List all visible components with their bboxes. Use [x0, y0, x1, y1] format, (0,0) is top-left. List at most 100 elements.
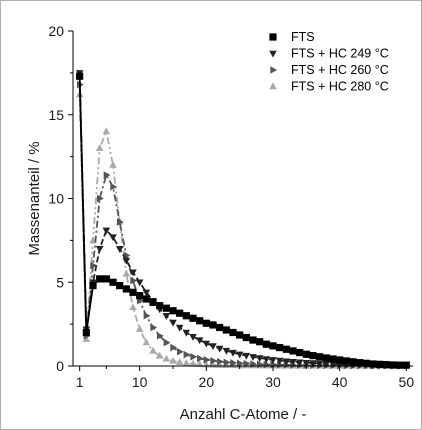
data-point	[269, 342, 277, 350]
data-point	[149, 346, 157, 354]
data-point	[156, 332, 164, 340]
data-point	[215, 345, 224, 353]
data-point	[236, 331, 244, 339]
y-tick-label: 10	[48, 191, 64, 207]
data-point	[189, 314, 197, 322]
data-point	[262, 356, 271, 364]
data-point	[230, 359, 238, 367]
series-line	[78, 84, 407, 367]
data-point	[175, 358, 184, 366]
data-point	[210, 357, 218, 365]
x-tick-label: 10	[132, 374, 148, 390]
data-point	[315, 360, 324, 368]
data-point	[329, 361, 337, 369]
data-point	[322, 360, 331, 368]
data-point	[155, 351, 164, 359]
series-3	[76, 80, 411, 370]
series-marks	[75, 70, 411, 370]
data-point	[235, 351, 244, 359]
data-point	[162, 313, 171, 320]
data-point	[203, 356, 211, 364]
series-1	[76, 72, 410, 369]
data-point	[196, 317, 204, 325]
data-point	[169, 356, 177, 364]
data-point	[135, 279, 144, 287]
x-tick-label: 50	[399, 374, 415, 390]
data-point	[115, 246, 124, 253]
data-point	[169, 307, 177, 315]
data-point	[89, 282, 97, 290]
data-point	[382, 361, 390, 369]
x-tick-label: 40	[332, 374, 348, 390]
data-point	[396, 361, 404, 369]
data-point	[282, 345, 290, 353]
y-tick-label: 5	[56, 274, 64, 290]
data-point	[96, 275, 104, 283]
data-point	[275, 357, 284, 365]
data-point	[149, 298, 157, 306]
data-point	[296, 349, 304, 357]
series-line	[78, 72, 407, 367]
data-point	[282, 358, 291, 366]
data-point	[122, 269, 131, 277]
data-point	[169, 319, 177, 327]
x-tick-label: 1	[76, 374, 84, 390]
data-point	[109, 278, 117, 286]
data-point	[222, 326, 230, 334]
x-tick-label: 30	[265, 374, 281, 390]
legend-label: FTS + HC 280 °C	[291, 80, 389, 94]
data-point	[242, 333, 250, 342]
data-point	[182, 359, 191, 367]
legend-entry: FTS + HC 260 °C	[270, 63, 389, 77]
data-point	[95, 144, 104, 151]
data-point	[156, 302, 164, 310]
data-point	[143, 311, 151, 320]
data-point	[130, 276, 138, 285]
data-point	[209, 321, 217, 329]
data-point	[82, 328, 90, 337]
data-point	[270, 360, 278, 369]
data-point	[176, 309, 184, 317]
data-point	[209, 343, 217, 351]
data-point	[142, 289, 151, 297]
data-point	[216, 357, 224, 366]
legend-entry: FTS + HC 280 °C	[269, 80, 389, 94]
data-point	[109, 160, 117, 168]
data-point	[76, 72, 84, 80]
data-point	[262, 340, 270, 348]
data-point	[82, 335, 91, 342]
data-point	[349, 358, 357, 366]
data-point	[195, 360, 204, 368]
data-point	[289, 358, 297, 366]
data-point	[175, 324, 184, 332]
data-point	[295, 359, 304, 367]
data-point	[189, 359, 197, 367]
data-point	[183, 350, 191, 359]
data-point	[190, 353, 198, 361]
data-point	[316, 353, 324, 361]
data-point	[142, 295, 150, 303]
data-point	[182, 329, 191, 337]
data-point	[229, 349, 237, 357]
data-point	[122, 285, 130, 293]
data-point	[309, 360, 317, 368]
data-point	[176, 347, 184, 356]
legend: FTS FTS + HC 249 °C FTS + HC 260 °C FTS + H…	[269, 30, 389, 94]
series-line	[78, 76, 407, 367]
data-point	[336, 356, 344, 364]
data-point	[309, 352, 317, 360]
data-point	[163, 338, 171, 347]
legend-marker	[269, 50, 277, 58]
y-tick-label: 20	[48, 23, 64, 39]
data-point	[236, 359, 244, 368]
data-point	[96, 194, 104, 203]
data-point	[189, 333, 197, 341]
data-point	[356, 359, 364, 367]
data-point	[122, 257, 131, 265]
data-point	[249, 336, 257, 344]
data-point	[116, 218, 124, 226]
data-point	[202, 340, 211, 348]
data-point	[302, 359, 311, 367]
